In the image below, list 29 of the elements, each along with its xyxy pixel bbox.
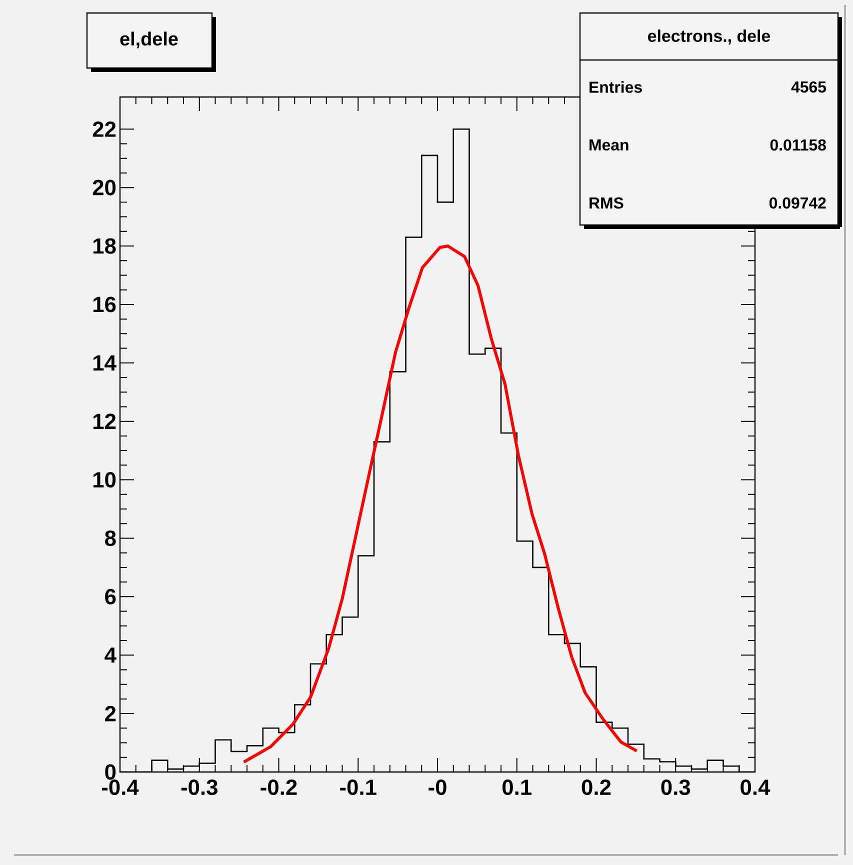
y-tick-label: 12 [93, 414, 116, 429]
annotation: Mean [590, 139, 628, 151]
y-tick-label: 2 [105, 706, 116, 722]
y-tick-label: 22 [92, 121, 116, 137]
text: Entries [590, 81, 642, 93]
y-tick-label: 20 [92, 180, 116, 196]
y-tick-label: 10 [93, 472, 116, 488]
y-tick-label: 14 [93, 355, 116, 370]
y-tick-label: 0 [105, 764, 116, 780]
x-tick-label: 0.3 [661, 780, 690, 796]
text: electrons., dele [648, 30, 770, 44]
y-tick-label: 6 [105, 588, 116, 604]
y-tick-label: 8 [104, 530, 116, 546]
x-tick-label: -0 [428, 780, 446, 796]
x-tick-label: 0.2 [582, 780, 611, 796]
x-tick-label: -0.4 [102, 780, 139, 796]
text: 4565 [791, 81, 826, 93]
x-tick-label: -0.3 [181, 780, 218, 796]
x-tick-label: -0.1 [340, 780, 376, 796]
annotation: RMS [590, 197, 624, 209]
x-tick-label: -0.2 [260, 780, 297, 796]
y-tick-label: 16 [93, 296, 116, 312]
x-tick-label: 0.1 [502, 780, 532, 796]
y-tick-label: 18 [93, 238, 116, 254]
y-tick-label: 4 [104, 648, 116, 663]
x-tick-label: 0.4 [740, 780, 770, 796]
text: 0.01158 [770, 139, 826, 151]
chart-title: el,dele [120, 32, 178, 48]
text: 0.09742 [769, 197, 826, 209]
